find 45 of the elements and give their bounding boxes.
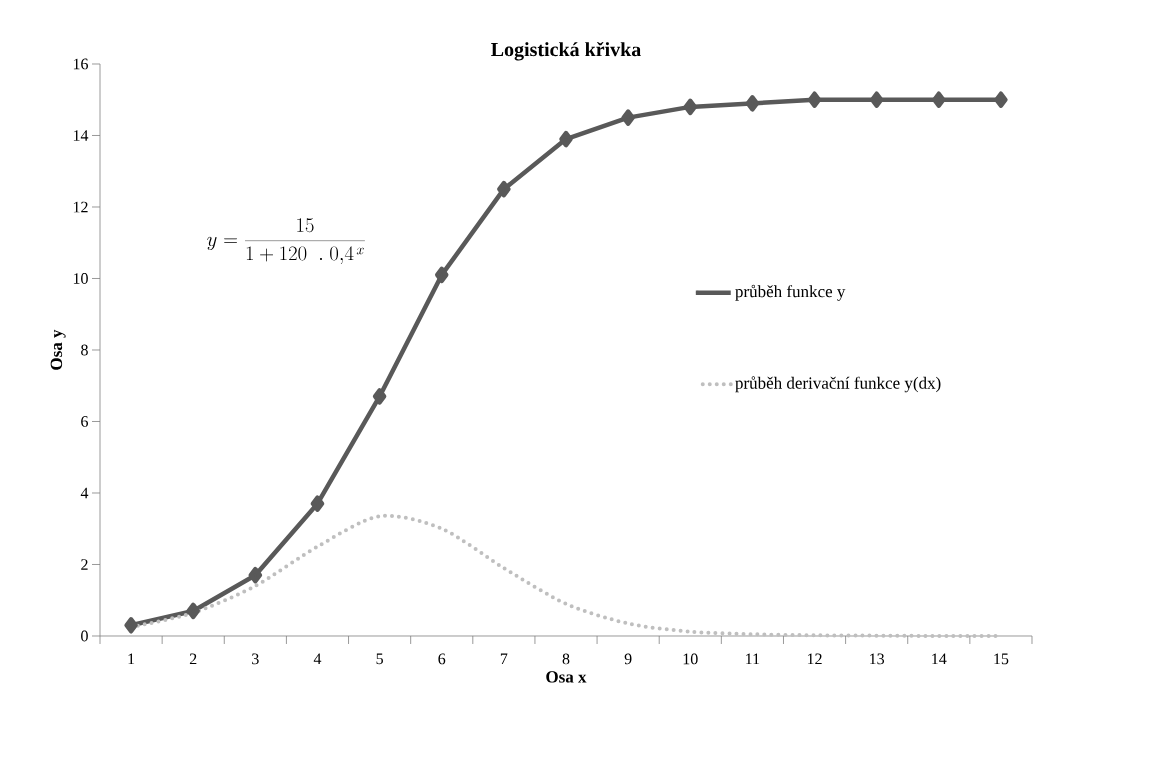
point — [186, 602, 200, 620]
x-tick-label: 12 — [807, 653, 822, 665]
point — [932, 91, 946, 108]
y-tick-label: 4 — [80, 487, 89, 499]
point — [869, 91, 884, 108]
x-tick-label: 7 — [500, 653, 508, 664]
x-axis-title: Osa x — [546, 671, 587, 683]
y-tick-label: 6 — [81, 416, 89, 427]
x-tick-label: 4 — [313, 653, 322, 665]
y-tick-label: 8 — [81, 344, 88, 356]
point — [497, 180, 511, 198]
y-tick-label: 2 — [81, 559, 88, 570]
chart-title: Logistická křivka — [491, 41, 641, 61]
point — [807, 91, 822, 108]
point — [683, 98, 698, 116]
x-tick-label: 13 — [870, 653, 885, 665]
x-tick-label: 1 — [128, 653, 135, 665]
y-tick-label: 12 — [73, 201, 88, 213]
x-tick-label: 15 — [994, 653, 1009, 665]
y-tick-label: 16 — [73, 58, 89, 70]
y-tick-label: 10 — [73, 273, 88, 284]
x-tick-label: 2 — [189, 653, 197, 665]
x-tick-label: 10 — [683, 653, 698, 665]
point — [621, 109, 635, 126]
point — [124, 617, 138, 634]
point — [559, 130, 573, 148]
legend-label: průběh funkce y — [735, 284, 846, 301]
x-tick-label: 14 — [932, 653, 947, 665]
x-tick-label: 9 — [624, 653, 632, 665]
x-tick-label: 8 — [562, 653, 570, 665]
x-tick-label: 6 — [438, 653, 446, 665]
point — [310, 495, 325, 512]
point — [745, 95, 760, 112]
point — [372, 388, 387, 405]
legend-label: průběh derivační funkce y(dx) — [735, 376, 941, 393]
x-tick-label: 11 — [746, 653, 760, 665]
annotation: $y = \frac{15}{1+120\ \ .\ 0{,}4^{\,x}}$ — [207, 218, 365, 265]
point — [434, 266, 449, 284]
y-tick-label: 0 — [81, 630, 88, 642]
y-axis-title: Osa y — [50, 329, 66, 370]
point — [248, 566, 263, 584]
x-tick-label: 5 — [376, 653, 383, 665]
point — [994, 91, 1008, 108]
x-tick-label: 3 — [252, 653, 259, 665]
y-tick-label: 14 — [73, 130, 89, 141]
